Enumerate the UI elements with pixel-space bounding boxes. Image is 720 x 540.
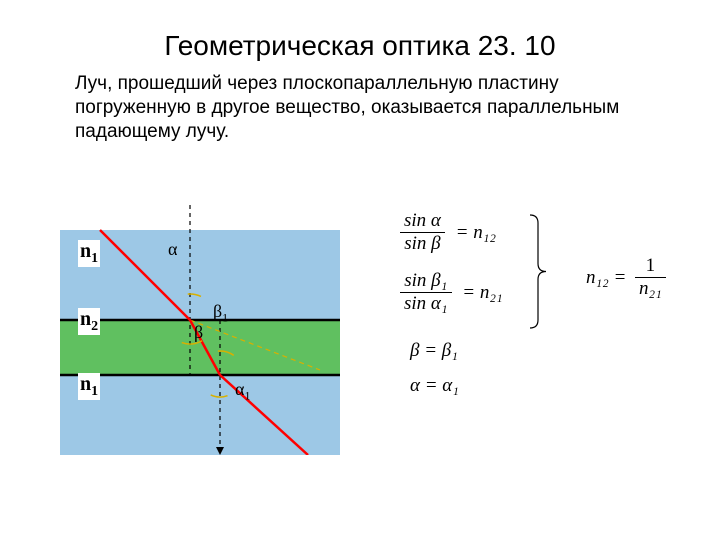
formula-alpha-eq: α = α₁ bbox=[410, 375, 459, 397]
formula-snell-1: sin α sin β = n₁₂ bbox=[400, 210, 496, 255]
formulas-block: sin α sin β = n₁₂ sin β₁ sin α₁ = n₂₁ β … bbox=[400, 210, 700, 430]
formula-beta-eq: β = β₁ bbox=[410, 340, 458, 362]
angle-label: β bbox=[194, 322, 203, 343]
formula-snell-2: sin β₁ sin α₁ = n₂₁ bbox=[400, 270, 503, 315]
description-text: Луч, прошедший через плоскопараллельную … bbox=[75, 72, 655, 143]
refractive-index-label: n1 bbox=[78, 373, 100, 400]
angle-label: β1 bbox=[213, 301, 228, 326]
angle-label: α bbox=[168, 239, 177, 260]
page-title: Геометрическая оптика 23. 10 bbox=[0, 30, 720, 62]
refractive-index-label: n1 bbox=[78, 240, 100, 267]
angle-label: α1 bbox=[235, 379, 250, 404]
refractive-index-label: n2 bbox=[78, 308, 100, 335]
formula-reciprocal: n₁₂ = 1 n₂₁ bbox=[580, 255, 666, 300]
optics-diagram: n1 n2 n1 α β1 β α1 bbox=[60, 205, 340, 430]
